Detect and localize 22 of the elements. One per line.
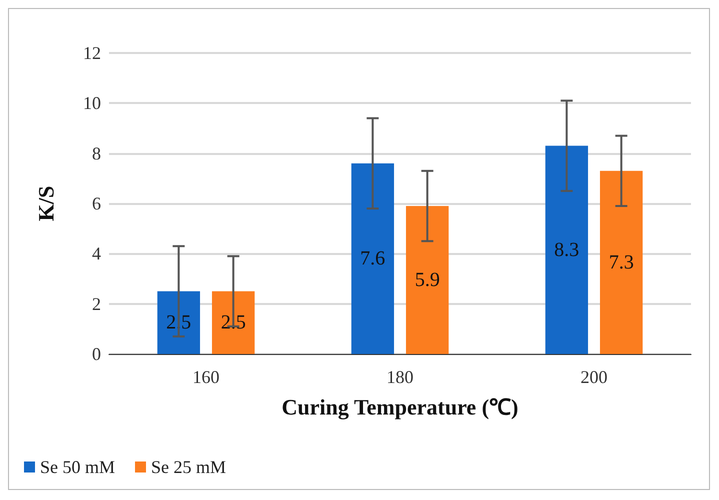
y-tick-label: 0 [92, 344, 101, 364]
y-tick-label: 4 [92, 244, 101, 264]
x-tick-label: 200 [580, 367, 608, 387]
y-tick-label: 8 [92, 143, 101, 164]
x-tick-label: 180 [386, 367, 414, 387]
bar [600, 170, 643, 354]
bar [406, 206, 449, 354]
x-axis-title: Curing Temperature (℃) [282, 394, 518, 420]
data-label: 5.9 [414, 269, 440, 292]
bar [545, 146, 588, 354]
y-axis-title: K/S [34, 186, 58, 222]
y-tick-label: 10 [83, 93, 101, 114]
bar [351, 163, 394, 354]
y-tick-label: 2 [92, 294, 101, 314]
data-label: 8.3 [554, 238, 580, 261]
y-tick-label: 12 [83, 43, 101, 63]
legend-label: Se 50 mM [40, 457, 116, 477]
y-tick-label: 6 [92, 194, 101, 214]
data-label: 7.6 [360, 248, 386, 270]
data-label: 7.3 [608, 251, 634, 274]
legend-label: Se 25 mM [151, 457, 226, 477]
x-tick-label: 160 [192, 367, 220, 387]
